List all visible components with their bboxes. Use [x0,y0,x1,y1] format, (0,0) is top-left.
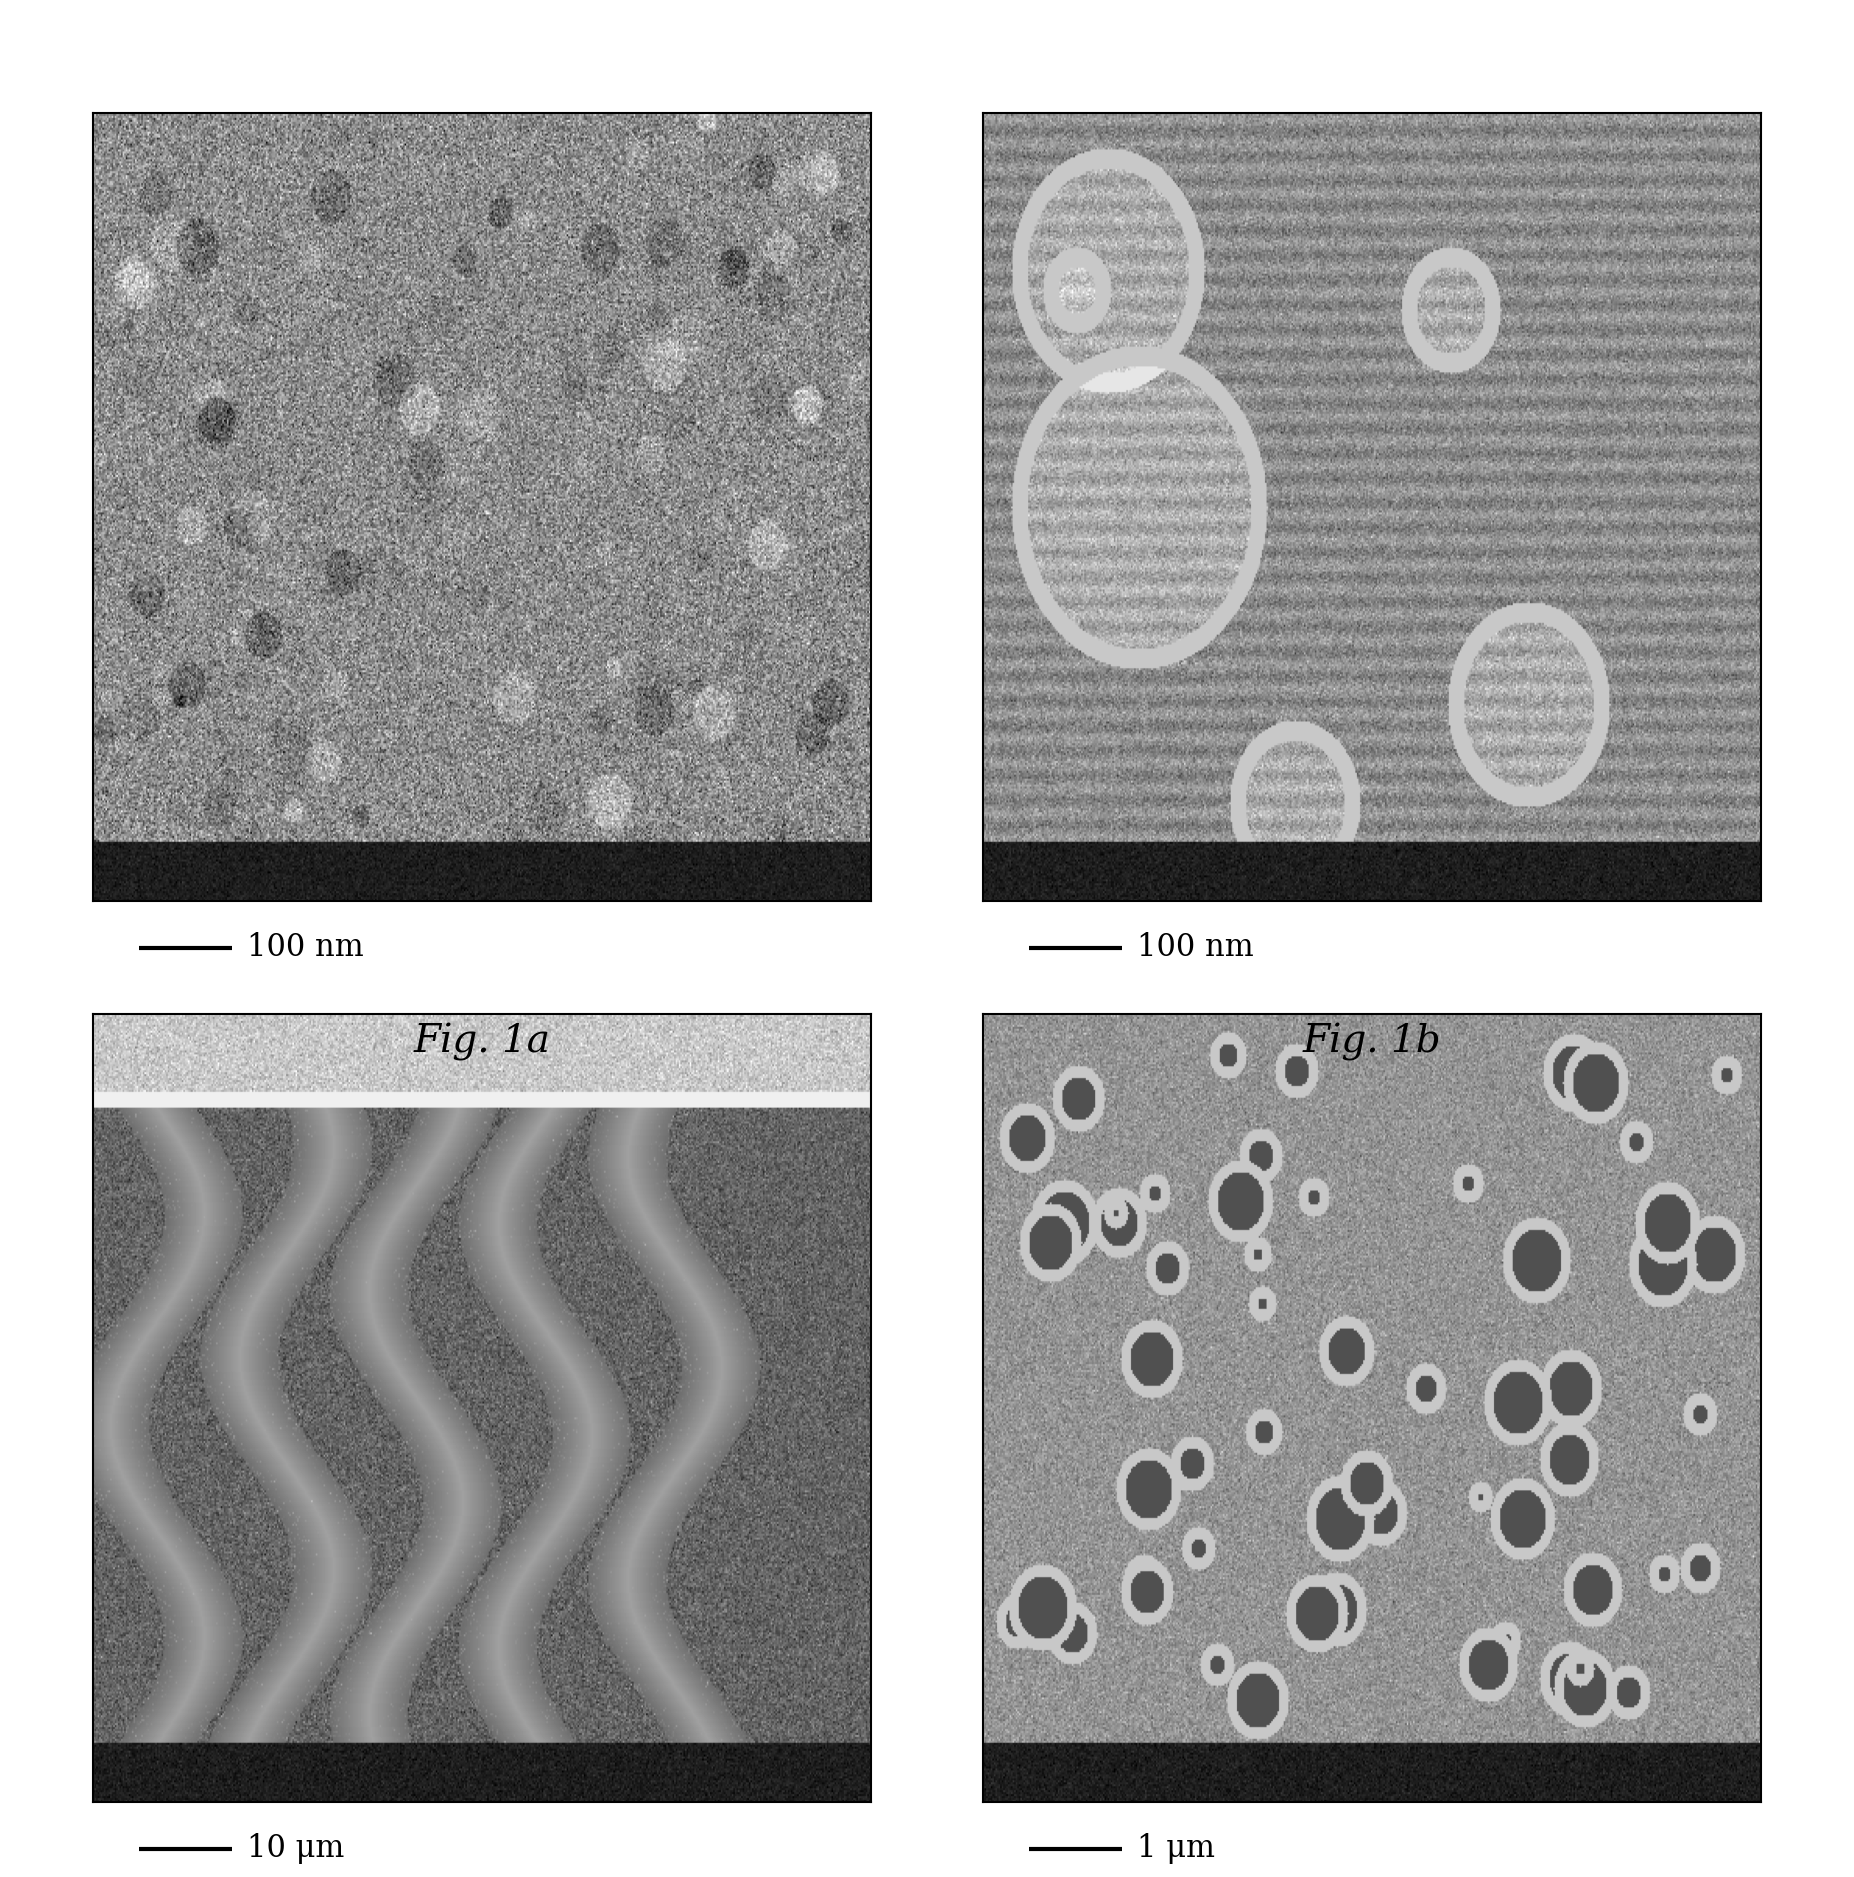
Text: 10 μm: 10 μm [247,1834,345,1864]
Text: Fig. 1a: Fig. 1a [413,1023,551,1061]
Text: 100 nm: 100 nm [1137,933,1253,963]
Text: 100 nm: 100 nm [247,933,363,963]
Text: 1 μm: 1 μm [1137,1834,1214,1864]
Text: Fig. 1b: Fig. 1b [1303,1023,1441,1061]
